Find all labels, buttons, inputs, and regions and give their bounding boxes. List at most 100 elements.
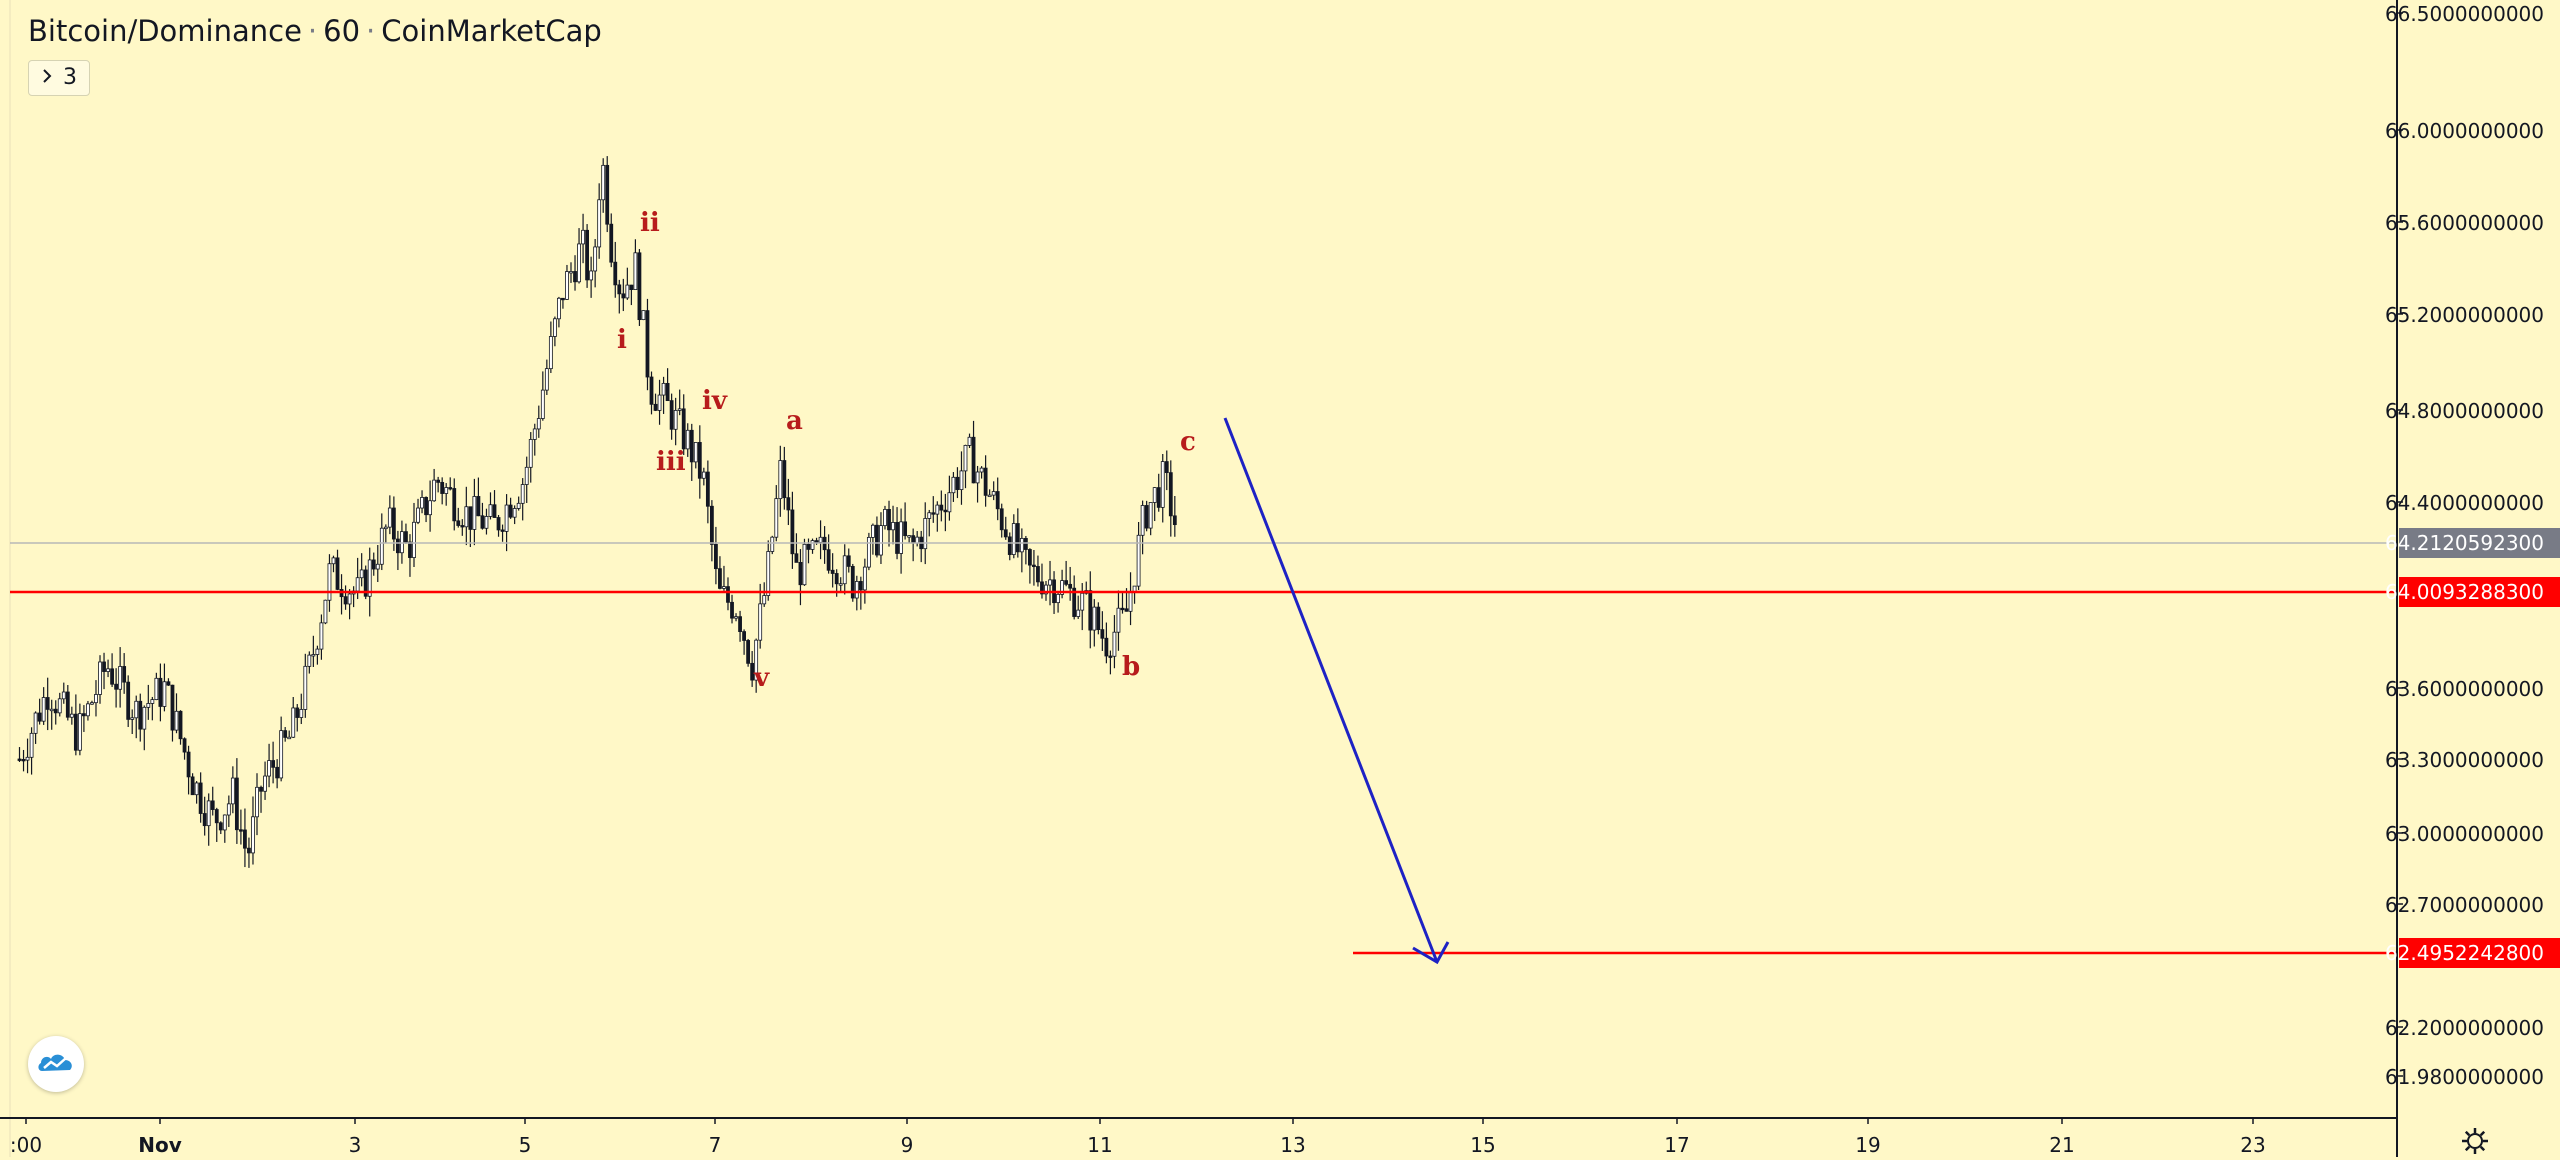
candle-body xyxy=(464,506,469,528)
y-tick-label: 62.7000000000 xyxy=(2385,893,2544,917)
symbol-name[interactable]: Bitcoin/Dominance xyxy=(28,14,302,48)
candle-body xyxy=(891,522,895,531)
candle-body xyxy=(440,481,445,494)
candle-body xyxy=(1116,607,1121,633)
candle-body xyxy=(746,640,751,664)
candle-body xyxy=(412,521,416,558)
candle-body xyxy=(307,654,312,667)
candle-body xyxy=(681,408,686,450)
candle-body xyxy=(114,683,119,690)
candle-body xyxy=(520,484,525,504)
candle-body xyxy=(738,616,742,632)
candle-body xyxy=(299,709,304,718)
candle-body xyxy=(57,698,62,714)
candle-body xyxy=(866,537,871,568)
candle-body xyxy=(697,442,702,479)
candle-body xyxy=(701,471,706,479)
y-tick-label: 63.3000000000 xyxy=(2385,748,2544,772)
candle-body xyxy=(468,506,473,530)
candle-body xyxy=(295,707,300,718)
candle-body xyxy=(106,668,110,672)
candle-body xyxy=(1152,487,1157,503)
candle-body xyxy=(633,252,638,291)
indicators-toggle-button[interactable]: 3 xyxy=(28,60,90,96)
candle-body xyxy=(766,551,771,596)
candle-body xyxy=(645,310,650,378)
elliott-wave-labels[interactable]: ii i iv iii v a b c xyxy=(617,208,1196,693)
x-tick-label: Nov xyxy=(138,1133,182,1157)
cloud-logo-icon xyxy=(36,1049,76,1079)
y-tick-label: 63.6000000000 xyxy=(2385,677,2544,701)
wave-label-i[interactable]: i xyxy=(617,325,627,355)
wave-label-a[interactable]: a xyxy=(786,406,803,436)
candle-body xyxy=(363,569,368,597)
candle-body xyxy=(444,487,449,494)
candle-body xyxy=(834,573,839,585)
candle-body xyxy=(86,703,90,717)
indicators-count: 3 xyxy=(63,65,77,90)
candle-body xyxy=(875,524,879,556)
candle-body xyxy=(1068,583,1073,589)
candle-body xyxy=(613,261,618,286)
candle-body xyxy=(387,507,392,528)
candle-body xyxy=(742,631,746,641)
candle-body xyxy=(923,518,928,550)
candle-body xyxy=(416,507,420,523)
candle-body xyxy=(649,376,654,405)
price-axis[interactable]: 66.5000000000 66.0000000000 65.6000000000 6… xyxy=(2385,0,2560,1157)
candle-body xyxy=(110,668,114,685)
wave-label-c[interactable]: c xyxy=(1180,427,1196,457)
candle-body xyxy=(774,498,779,538)
candle-body xyxy=(931,512,936,515)
candle-body xyxy=(1156,487,1161,508)
gear-icon[interactable] xyxy=(2460,1126,2490,1156)
candle-body xyxy=(1108,655,1113,658)
horizontal-levels[interactable] xyxy=(10,542,2397,955)
x-tick-label: 3 xyxy=(349,1133,362,1157)
candle-body xyxy=(508,504,513,518)
candle-body xyxy=(830,569,835,574)
wave-label-iv[interactable]: iv xyxy=(702,386,728,416)
projection-arrow[interactable] xyxy=(1223,417,1450,965)
candle-body xyxy=(1015,523,1020,553)
candle-body xyxy=(428,500,433,516)
candle-body xyxy=(69,713,74,718)
candle-body xyxy=(436,479,441,483)
candle-body xyxy=(750,662,755,681)
candle-body xyxy=(218,822,223,831)
candle-body xyxy=(883,508,887,527)
candle-body xyxy=(275,766,280,779)
candle-body xyxy=(65,691,70,718)
candle-body xyxy=(311,654,316,657)
candle-body xyxy=(983,467,988,496)
interval-label[interactable]: 60 xyxy=(323,14,361,48)
time-axis[interactable]: :00 Nov 3 5 7 9 11 13 15 17 19 21 23 xyxy=(0,1117,2397,1157)
candle-body xyxy=(166,681,171,686)
candle-body xyxy=(782,460,787,499)
candle-body xyxy=(255,786,259,818)
price-badge: 64.2120592300 xyxy=(2385,531,2544,555)
candle-body xyxy=(762,595,767,605)
wave-label-b[interactable]: b xyxy=(1122,652,1140,682)
candle-body xyxy=(29,732,34,758)
candle-body xyxy=(565,271,569,300)
candle-body xyxy=(146,703,151,708)
wave-label-ii[interactable]: ii xyxy=(640,208,660,238)
wave-label-v[interactable]: v xyxy=(753,663,770,693)
candle-body xyxy=(404,531,408,543)
wave-label-iii[interactable]: iii xyxy=(656,447,686,477)
candle-body xyxy=(1011,523,1016,555)
candle-body xyxy=(1096,606,1101,631)
candle-body xyxy=(271,760,276,768)
candle-body xyxy=(420,497,424,509)
projection-arrow-line[interactable] xyxy=(1223,417,1439,963)
y-tick-label: 65.2000000000 xyxy=(2385,303,2544,327)
tradingview-logo-button[interactable] xyxy=(28,1036,84,1092)
candle-body xyxy=(186,751,191,778)
candle-body xyxy=(951,476,956,494)
candle-body xyxy=(734,616,738,619)
candle-body xyxy=(528,439,533,468)
candle-body xyxy=(637,252,642,321)
candle-body xyxy=(504,504,509,532)
